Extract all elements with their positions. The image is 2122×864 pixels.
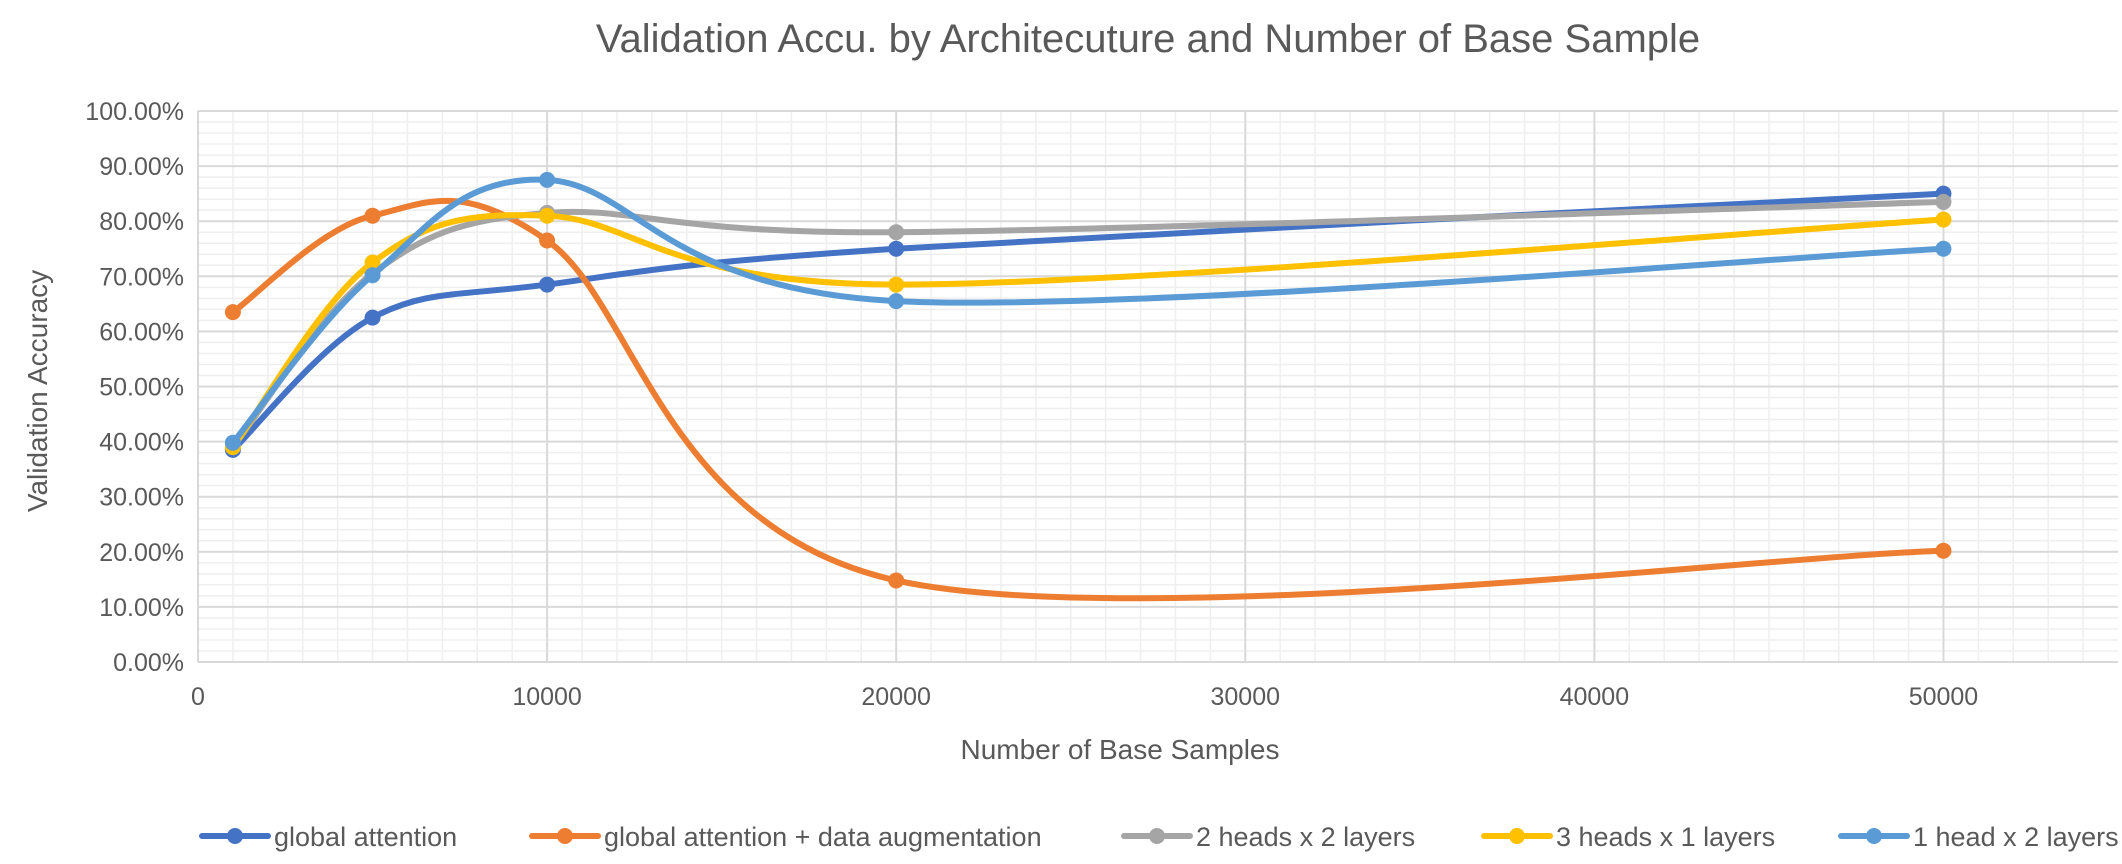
chart-title: Validation Accu. by Architecuture and Nu…	[596, 17, 1700, 61]
y-tick-label: 100.00%	[85, 98, 184, 126]
x-tick-label: 40000	[1560, 683, 1630, 711]
x-tick-label: 50000	[1909, 683, 1979, 711]
y-tick-label: 50.00%	[99, 374, 184, 402]
legend-item: 2 heads x 2 layers	[1121, 822, 1415, 852]
data-point	[1935, 240, 1952, 257]
data-point	[1935, 193, 1952, 210]
data-point	[1935, 542, 1952, 559]
data-point	[364, 309, 381, 326]
series-3	[224, 193, 1952, 456]
y-tick-label: 70.00%	[99, 263, 184, 291]
data-point	[888, 276, 905, 293]
data-point	[888, 224, 905, 241]
legend-swatch-marker	[227, 828, 243, 844]
series-line	[229, 212, 1947, 451]
legend-item: global attention	[199, 822, 457, 852]
data-point	[364, 267, 381, 284]
y-axis-title: Validation Accuracy	[22, 270, 53, 512]
legend-label: 3 heads x 1 layers	[1556, 822, 1775, 852]
x-axis-tick-labels: 0 10000 20000 30000 40000 50000	[191, 683, 1978, 711]
data-point	[364, 207, 381, 224]
legend-swatch-marker	[1509, 828, 1525, 844]
y-tick-label: 40.00%	[99, 429, 184, 457]
y-tick-label: 10.00%	[99, 594, 184, 622]
series-2	[224, 197, 1952, 602]
data-point	[539, 276, 556, 293]
x-axis-title: Number of Base Samples	[960, 734, 1279, 765]
x-tick-label: 0	[191, 683, 205, 711]
data-point	[224, 434, 241, 451]
legend-label: 1 head x 2 layers	[1913, 822, 2119, 852]
data-point	[224, 304, 241, 321]
y-tick-label: 20.00%	[99, 539, 184, 567]
data-point	[1935, 211, 1952, 228]
data-point	[539, 232, 556, 249]
series-lines	[224, 171, 1952, 602]
legend-label: global attention	[274, 822, 457, 852]
legend-label: 2 heads x 2 layers	[1196, 822, 1415, 852]
series-5	[224, 171, 1952, 451]
legend-swatch-marker	[557, 828, 573, 844]
y-tick-label: 30.00%	[99, 484, 184, 512]
data-point	[539, 207, 556, 224]
x-tick-label: 30000	[1211, 683, 1281, 711]
legend-swatch-marker	[1149, 828, 1165, 844]
major-gridlines	[198, 110, 2118, 662]
y-tick-label: 90.00%	[99, 153, 184, 181]
y-tick-label: 0.00%	[113, 649, 184, 677]
y-axis-tick-labels: 0.00% 10.00% 20.00% 30.00% 40.00% 50.00% 60.00…	[85, 98, 184, 677]
legend: global attention global attention + data …	[199, 822, 2119, 852]
y-tick-label: 80.00%	[99, 208, 184, 236]
axes	[197, 111, 2118, 663]
legend-item: 1 head x 2 layers	[1838, 822, 2119, 852]
data-point	[364, 254, 381, 271]
legend-swatch-marker	[1866, 828, 1882, 844]
data-point	[888, 240, 905, 257]
series-line	[229, 176, 1947, 446]
data-point	[888, 293, 905, 310]
x-tick-label: 20000	[861, 683, 931, 711]
data-point	[888, 572, 905, 589]
legend-item: global attention + data augmentation	[529, 822, 1042, 852]
legend-item: 3 heads x 1 layers	[1481, 822, 1775, 852]
series-line	[229, 197, 1947, 602]
legend-label: global attention + data augmentation	[604, 822, 1042, 852]
y-tick-label: 60.00%	[99, 318, 184, 346]
data-point	[539, 171, 556, 188]
x-tick-label: 10000	[512, 683, 582, 711]
